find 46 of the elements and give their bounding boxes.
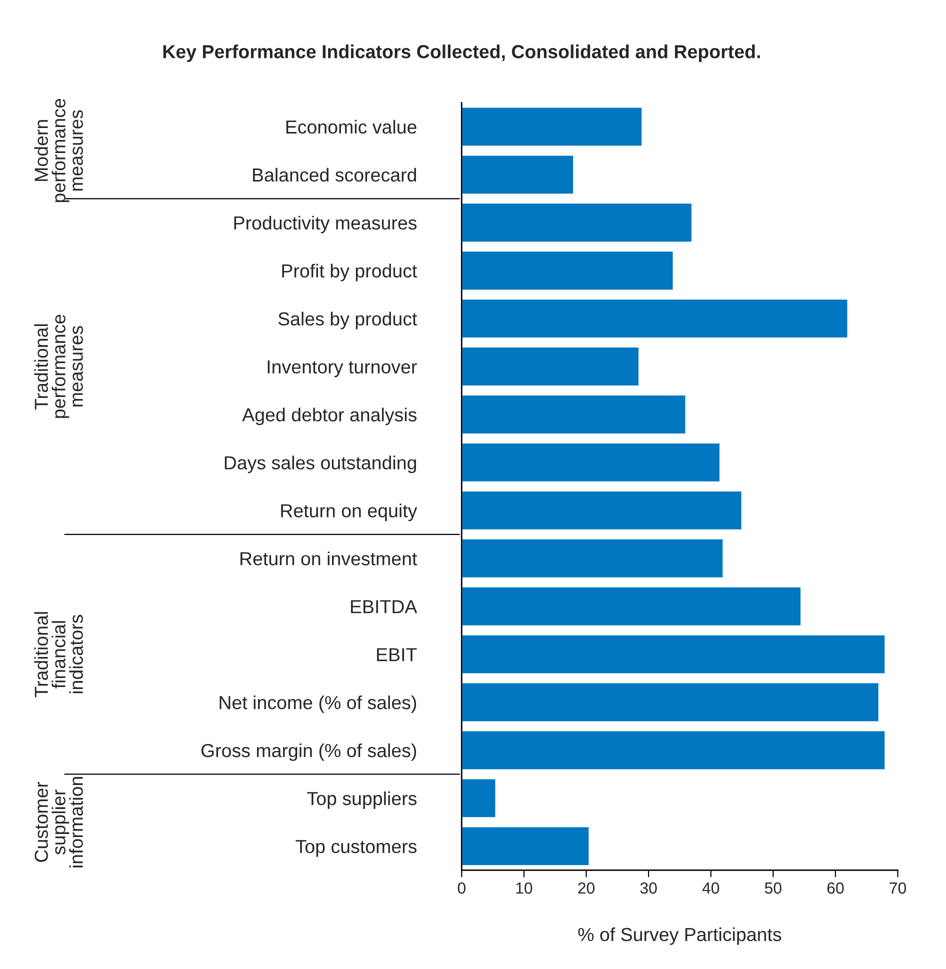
- bar: [462, 250, 674, 291]
- bar: [462, 490, 743, 531]
- x-tick-label: 60: [827, 882, 844, 894]
- text: Modern performance measures: [34, 98, 83, 202]
- y-tick-label: EBIT: [377, 648, 417, 662]
- y-tick-label: EBITDA: [351, 600, 418, 614]
- bar: [462, 442, 721, 483]
- y-tick-label: Balanced scorecard: [253, 168, 416, 182]
- x-tick-label: 20: [578, 882, 595, 894]
- y-tick-label: Inventory turnover: [268, 360, 417, 378]
- y-tick-label: Profit by product: [282, 264, 418, 282]
- y-tick-label: Aged debtor analysis: [242, 408, 417, 426]
- y-tick-label: Net income (% of sales): [220, 695, 416, 713]
- bar: [462, 538, 724, 579]
- bar: [462, 634, 886, 675]
- bar: [462, 394, 687, 435]
- bar: [462, 730, 886, 771]
- x-axis-title: % of Survey Participants: [578, 927, 782, 945]
- y-tick-label: Gross margin (% of sales): [201, 743, 416, 761]
- bar: [462, 154, 574, 196]
- y-tick-label: Return on equity: [281, 504, 418, 522]
- bar: [462, 346, 640, 387]
- bar: [462, 298, 849, 339]
- bar: [462, 826, 590, 867]
- bar: [462, 778, 497, 819]
- x-tick-label: 10: [516, 882, 532, 894]
- y-tick-label: Sales by product: [278, 312, 418, 330]
- y-tick-label: Economic value: [286, 120, 416, 134]
- bar: [462, 106, 644, 148]
- bar: [462, 586, 802, 627]
- y-tick-label: Top suppliers: [307, 791, 417, 809]
- x-tick-label: 0: [458, 882, 466, 894]
- y-tick-label: Productivity measures: [234, 216, 417, 234]
- bar: [462, 202, 693, 243]
- x-tick-label: 50: [764, 882, 782, 894]
- x-tick-label: 70: [890, 882, 906, 894]
- x-tick-label: 30: [640, 882, 657, 894]
- bar: [462, 682, 880, 723]
- x-tick-label: 40: [702, 882, 720, 894]
- chart-title: Key Performance Indicators Collected, Consolidated and Reported.: [163, 44, 760, 62]
- y-tick-label: Days sales outstanding: [224, 456, 416, 474]
- text: Customer supplier information: [34, 777, 83, 868]
- y-tick-label: Return on investment: [240, 552, 418, 566]
- text: Traditional performance measures: [34, 314, 83, 418]
- y-tick-label: Top customers: [296, 840, 417, 857]
- text: Traditional financial indicators: [34, 612, 83, 698]
